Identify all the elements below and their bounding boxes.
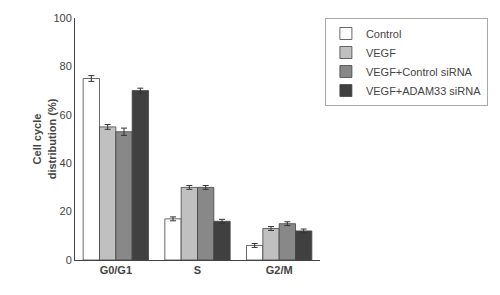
svg-text:Control: Control <box>366 28 401 40</box>
svg-text:VEGF+ADAM33 siRNA: VEGF+ADAM33 siRNA <box>366 85 481 97</box>
svg-text:80: 80 <box>60 60 72 72</box>
svg-text:Cell cycledistribution (%): Cell cycledistribution (%) <box>31 98 57 179</box>
svg-text:S: S <box>194 264 201 276</box>
svg-text:G0/G1: G0/G1 <box>100 264 132 276</box>
svg-text:G2/M: G2/M <box>266 264 293 276</box>
svg-text:VEGF: VEGF <box>366 47 396 59</box>
svg-text:40: 40 <box>60 157 72 169</box>
svg-text:100: 100 <box>53 12 71 24</box>
svg-text:0: 0 <box>66 254 72 266</box>
svg-text:20: 20 <box>60 205 72 217</box>
svg-text:60: 60 <box>60 109 72 121</box>
svg-text:VEGF+Control siRNA: VEGF+Control siRNA <box>366 66 473 78</box>
